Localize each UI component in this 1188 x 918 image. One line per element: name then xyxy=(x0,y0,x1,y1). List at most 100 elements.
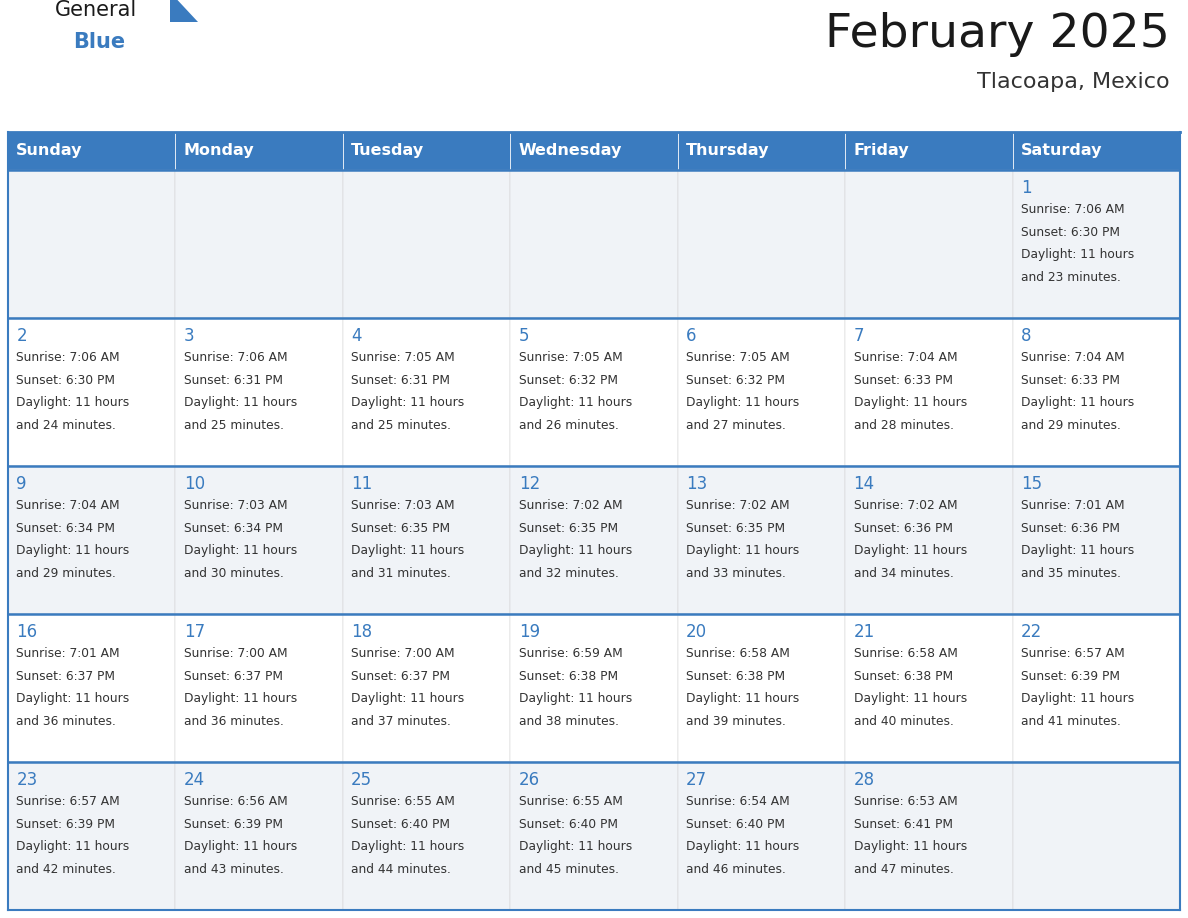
Text: Sunrise: 6:55 AM: Sunrise: 6:55 AM xyxy=(352,795,455,808)
Text: and 27 minutes.: and 27 minutes. xyxy=(687,420,786,432)
Text: Sunrise: 6:59 AM: Sunrise: 6:59 AM xyxy=(519,646,623,659)
Text: 25: 25 xyxy=(352,771,372,789)
Bar xyxy=(677,318,845,466)
Text: Sunrise: 7:06 AM: Sunrise: 7:06 AM xyxy=(1020,203,1125,216)
Text: 24: 24 xyxy=(184,771,204,789)
Text: Daylight: 11 hours: Daylight: 11 hours xyxy=(17,841,129,854)
Bar xyxy=(845,318,1012,466)
Text: and 28 minutes.: and 28 minutes. xyxy=(853,420,954,432)
Text: Sunset: 6:36 PM: Sunset: 6:36 PM xyxy=(853,521,953,534)
Text: and 37 minutes.: and 37 minutes. xyxy=(352,715,451,728)
Text: Daylight: 11 hours: Daylight: 11 hours xyxy=(687,841,800,854)
Text: Friday: Friday xyxy=(853,143,909,159)
Text: Daylight: 11 hours: Daylight: 11 hours xyxy=(853,397,967,409)
Text: Wednesday: Wednesday xyxy=(519,143,623,159)
Text: Sunrise: 6:55 AM: Sunrise: 6:55 AM xyxy=(519,795,623,808)
Text: Daylight: 11 hours: Daylight: 11 hours xyxy=(687,692,800,705)
Text: Sunrise: 7:06 AM: Sunrise: 7:06 AM xyxy=(184,351,287,364)
Text: and 31 minutes.: and 31 minutes. xyxy=(352,567,451,580)
Text: Sunrise: 7:04 AM: Sunrise: 7:04 AM xyxy=(1020,351,1125,364)
Text: and 36 minutes.: and 36 minutes. xyxy=(17,715,116,728)
Text: Monday: Monday xyxy=(184,143,254,159)
Text: Sunset: 6:39 PM: Sunset: 6:39 PM xyxy=(184,818,283,831)
Text: 23: 23 xyxy=(17,771,38,789)
Bar xyxy=(176,614,343,762)
Bar xyxy=(343,466,511,614)
Text: Daylight: 11 hours: Daylight: 11 hours xyxy=(519,397,632,409)
Text: Sunrise: 6:54 AM: Sunrise: 6:54 AM xyxy=(687,795,790,808)
Text: 1: 1 xyxy=(1020,179,1031,196)
Text: Sunset: 6:39 PM: Sunset: 6:39 PM xyxy=(1020,669,1120,682)
Text: 17: 17 xyxy=(184,623,204,641)
Bar xyxy=(176,466,343,614)
Text: Sunset: 6:31 PM: Sunset: 6:31 PM xyxy=(352,374,450,386)
Text: Sunset: 6:32 PM: Sunset: 6:32 PM xyxy=(687,374,785,386)
Text: Sunset: 6:38 PM: Sunset: 6:38 PM xyxy=(687,669,785,682)
Bar xyxy=(677,466,845,614)
Bar xyxy=(511,762,677,910)
Text: Sunrise: 6:53 AM: Sunrise: 6:53 AM xyxy=(853,795,958,808)
Bar xyxy=(8,466,176,614)
Text: 28: 28 xyxy=(853,771,874,789)
Bar xyxy=(176,762,343,910)
Text: Daylight: 11 hours: Daylight: 11 hours xyxy=(519,692,632,705)
Text: Saturday: Saturday xyxy=(1020,143,1102,159)
Text: Daylight: 11 hours: Daylight: 11 hours xyxy=(184,397,297,409)
Text: Sunset: 6:31 PM: Sunset: 6:31 PM xyxy=(184,374,283,386)
Text: Sunrise: 7:03 AM: Sunrise: 7:03 AM xyxy=(352,498,455,511)
Bar xyxy=(511,318,677,466)
Text: Sunset: 6:33 PM: Sunset: 6:33 PM xyxy=(853,374,953,386)
Text: Sunset: 6:40 PM: Sunset: 6:40 PM xyxy=(352,818,450,831)
Text: and 41 minutes.: and 41 minutes. xyxy=(1020,715,1120,728)
Text: and 39 minutes.: and 39 minutes. xyxy=(687,715,786,728)
Bar xyxy=(511,132,677,170)
Text: and 25 minutes.: and 25 minutes. xyxy=(352,420,451,432)
Text: Sunrise: 6:57 AM: Sunrise: 6:57 AM xyxy=(1020,646,1125,659)
Text: Sunday: Sunday xyxy=(17,143,83,159)
Text: and 45 minutes.: and 45 minutes. xyxy=(519,864,619,877)
Bar xyxy=(343,762,511,910)
Text: Daylight: 11 hours: Daylight: 11 hours xyxy=(17,397,129,409)
Text: February 2025: February 2025 xyxy=(826,12,1170,57)
Text: Sunset: 6:37 PM: Sunset: 6:37 PM xyxy=(17,669,115,682)
Bar xyxy=(1012,132,1180,170)
Text: 12: 12 xyxy=(519,475,539,493)
Text: 2: 2 xyxy=(17,327,27,345)
Text: Daylight: 11 hours: Daylight: 11 hours xyxy=(687,544,800,557)
Text: Sunset: 6:39 PM: Sunset: 6:39 PM xyxy=(17,818,115,831)
Text: 22: 22 xyxy=(1020,623,1042,641)
Text: Sunrise: 6:57 AM: Sunrise: 6:57 AM xyxy=(17,795,120,808)
Text: Daylight: 11 hours: Daylight: 11 hours xyxy=(519,841,632,854)
Text: Sunset: 6:30 PM: Sunset: 6:30 PM xyxy=(17,374,115,386)
Text: and 43 minutes.: and 43 minutes. xyxy=(184,864,284,877)
Bar xyxy=(8,318,176,466)
Text: and 36 minutes.: and 36 minutes. xyxy=(184,715,284,728)
Bar xyxy=(511,614,677,762)
Text: Thursday: Thursday xyxy=(687,143,770,159)
Text: Daylight: 11 hours: Daylight: 11 hours xyxy=(853,692,967,705)
Text: Sunset: 6:35 PM: Sunset: 6:35 PM xyxy=(687,521,785,534)
Text: and 44 minutes.: and 44 minutes. xyxy=(352,864,451,877)
Text: Sunrise: 7:00 AM: Sunrise: 7:00 AM xyxy=(184,646,287,659)
Bar xyxy=(8,614,176,762)
Text: and 29 minutes.: and 29 minutes. xyxy=(1020,420,1120,432)
Text: 16: 16 xyxy=(17,623,38,641)
Text: Sunrise: 7:04 AM: Sunrise: 7:04 AM xyxy=(853,351,958,364)
Text: Sunset: 6:30 PM: Sunset: 6:30 PM xyxy=(1020,226,1120,239)
Text: Sunrise: 7:02 AM: Sunrise: 7:02 AM xyxy=(853,498,958,511)
Text: 7: 7 xyxy=(853,327,864,345)
Bar xyxy=(8,762,176,910)
Text: Sunset: 6:36 PM: Sunset: 6:36 PM xyxy=(1020,521,1120,534)
Text: and 25 minutes.: and 25 minutes. xyxy=(184,420,284,432)
Bar xyxy=(1012,614,1180,762)
Text: 5: 5 xyxy=(519,327,529,345)
Text: Sunrise: 7:05 AM: Sunrise: 7:05 AM xyxy=(352,351,455,364)
Text: Sunset: 6:40 PM: Sunset: 6:40 PM xyxy=(519,818,618,831)
Text: and 24 minutes.: and 24 minutes. xyxy=(17,420,116,432)
Text: Tuesday: Tuesday xyxy=(352,143,424,159)
Text: Sunset: 6:34 PM: Sunset: 6:34 PM xyxy=(17,521,115,534)
Text: Daylight: 11 hours: Daylight: 11 hours xyxy=(184,692,297,705)
Bar xyxy=(1012,466,1180,614)
Bar xyxy=(176,170,343,318)
Bar xyxy=(1012,318,1180,466)
